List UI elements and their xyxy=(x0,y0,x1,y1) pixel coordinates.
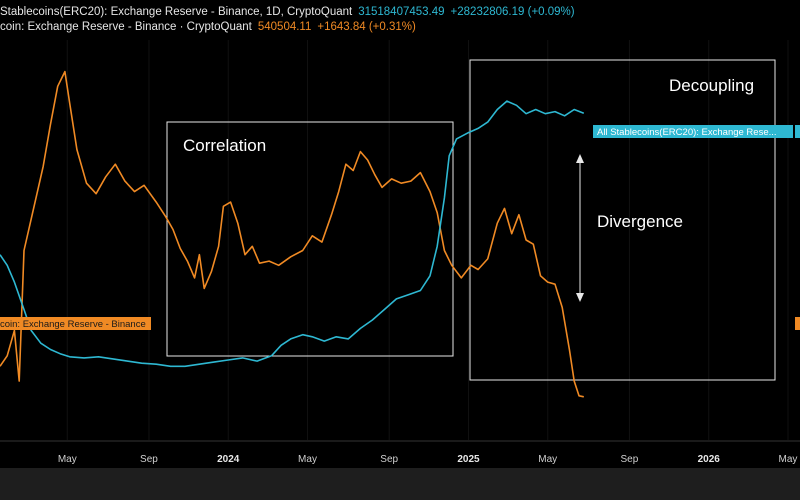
legend-stablecoins: Stablecoins(ERC20): Exchange Reserve - B… xyxy=(0,5,575,19)
divergence-label: Divergence xyxy=(597,212,683,231)
series-layer xyxy=(0,70,585,398)
legend-bitcoin: coin: Exchange Reserve - Binance · Crypt… xyxy=(0,20,416,34)
btc-price-tag-text: coin: Exchange Reserve - Binance xyxy=(0,319,146,330)
btc-series-line xyxy=(0,70,584,398)
stable-price-tag: All Stablecoins(ERC20): Exchange Rese... xyxy=(593,125,800,138)
legend-bitcoin-value: 540504.11 xyxy=(257,21,312,33)
x-tick-label: Sep xyxy=(140,454,158,465)
legend-stablecoins-change: +28232806.19 (+0.09%) xyxy=(450,6,575,18)
x-tick-label: May xyxy=(779,454,798,465)
stable-series-line xyxy=(0,100,585,368)
x-axis-ticks: May Sep 2024 May Sep 2025 May Sep 2026 May xyxy=(58,454,798,465)
bottom-panel xyxy=(0,468,800,500)
x-tick-label: 2026 xyxy=(698,454,721,465)
x-tick-label: May xyxy=(298,454,317,465)
grid xyxy=(66,40,789,440)
x-axis-bar xyxy=(0,440,800,468)
x-tick-label: May xyxy=(58,454,77,465)
decoupling-box xyxy=(469,59,776,381)
btc-price-tag: coin: Exchange Reserve - Binance xyxy=(0,317,800,330)
x-tick-label: Sep xyxy=(621,454,639,465)
x-tick-label: 2024 xyxy=(217,454,240,465)
correlation-box xyxy=(166,121,454,357)
stable-price-tag-text: All Stablecoins(ERC20): Exchange Rese... xyxy=(597,127,777,138)
divergence-arrow xyxy=(576,154,584,302)
legend-bitcoin-change: +1643.84 (+0.31%) xyxy=(317,21,416,33)
annotation-boxes xyxy=(166,59,776,381)
legend-bitcoin-name: coin: Exchange Reserve - Binance · Crypt… xyxy=(0,21,252,33)
x-tick-label: May xyxy=(538,454,557,465)
correlation-label: Correlation xyxy=(183,136,266,155)
legend-stablecoins-value: 31518407453.49 xyxy=(358,6,445,18)
x-tick-label: Sep xyxy=(380,454,398,465)
legend-stablecoins-name: Stablecoins(ERC20): Exchange Reserve - B… xyxy=(0,6,353,18)
decoupling-label: Decoupling xyxy=(669,76,754,95)
x-tick-label: 2025 xyxy=(457,454,480,465)
